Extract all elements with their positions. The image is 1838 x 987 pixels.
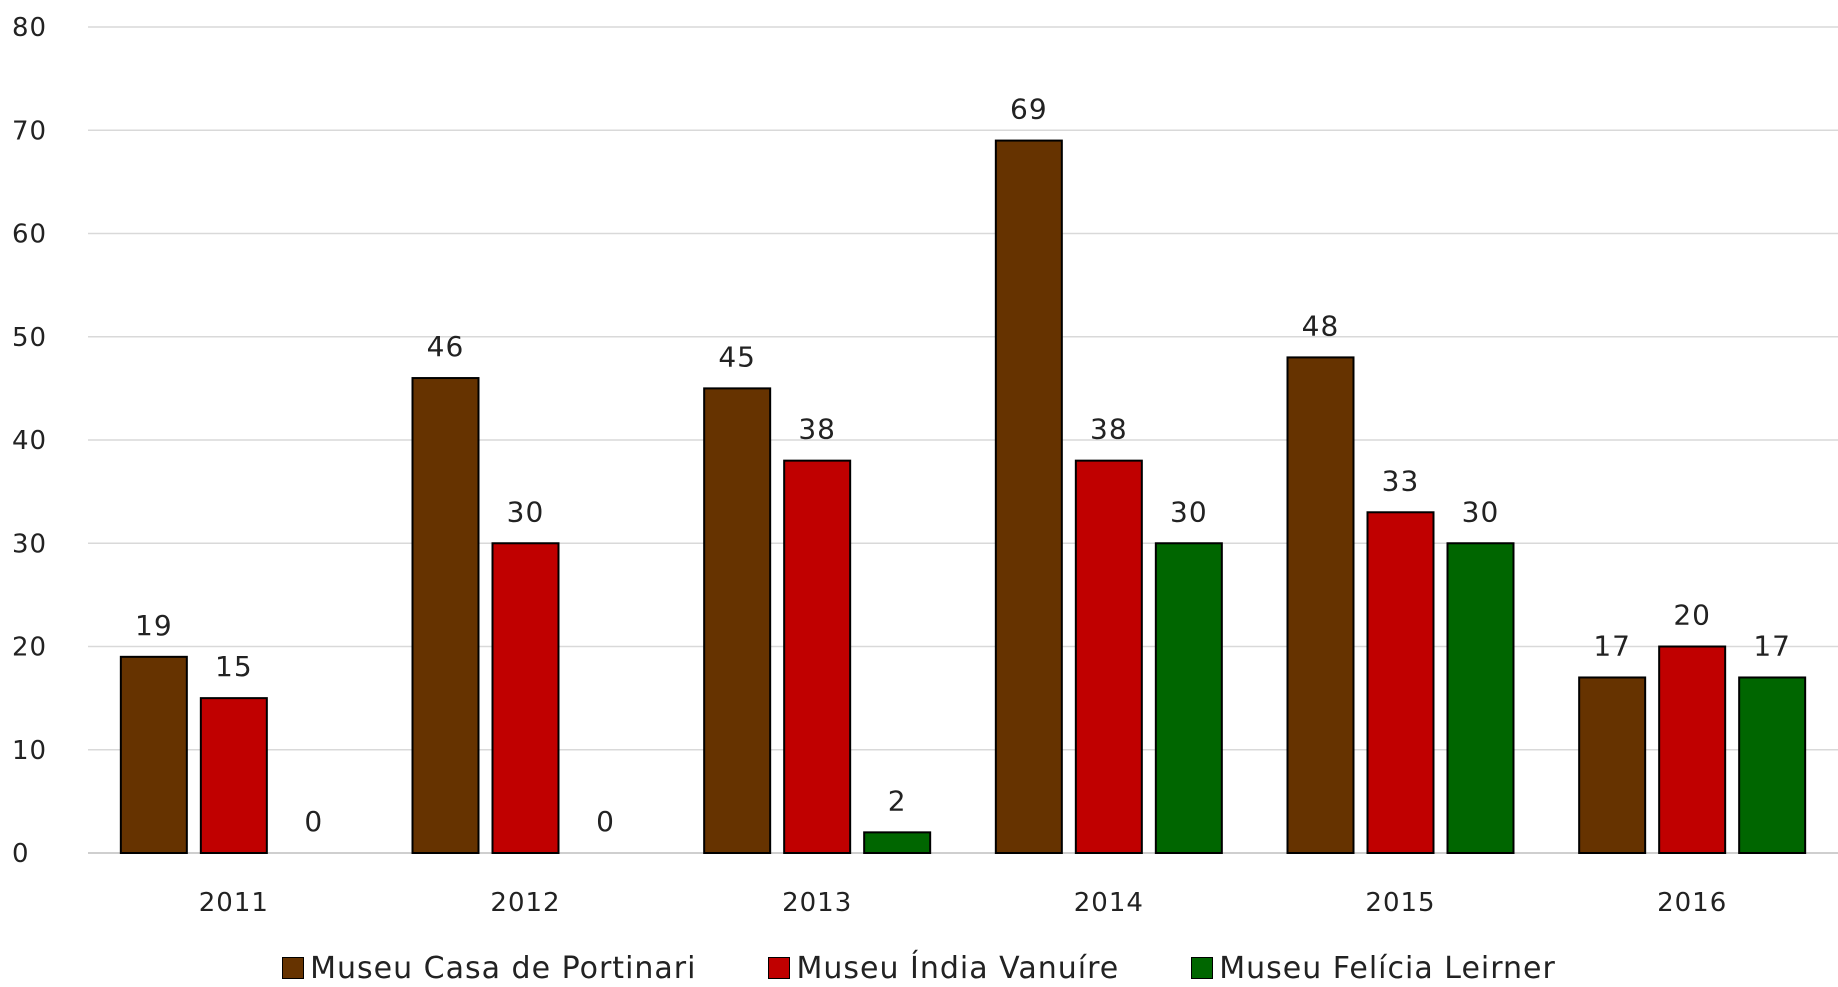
x-tick-label: 2014 [1074, 888, 1144, 918]
y-tick-label: 80 [12, 13, 47, 43]
legend-label: Museu Felícia Leirner [1219, 950, 1556, 986]
x-axis-ticks: 2011 2012 2013 2014 2015 2016 [199, 888, 1727, 918]
y-tick-label: 60 [12, 220, 47, 250]
bar-chart: 0 10 20 30 40 50 60 70 80 19 15 0 46 30 0 45 38 2 69 38 30 4… [12, 13, 1838, 918]
data-label: 2 [888, 784, 907, 817]
bar [1446, 542, 1515, 854]
y-tick-label: 10 [12, 736, 47, 766]
data-label: 38 [1090, 413, 1128, 446]
bar [994, 139, 1063, 854]
bar [703, 387, 772, 854]
bars [119, 139, 1807, 855]
x-tick-label: 2016 [1657, 888, 1727, 918]
legend-label: Museu Casa de Portinari [310, 950, 697, 986]
y-tick-label: 50 [12, 323, 47, 353]
data-label: 46 [427, 330, 465, 363]
data-label: 30 [507, 495, 545, 528]
y-tick-label: 70 [12, 116, 47, 146]
data-label: 19 [135, 609, 173, 642]
y-tick-label: 40 [12, 426, 47, 456]
x-tick-label: 2011 [199, 888, 269, 918]
bar [1074, 459, 1143, 854]
bar [1738, 676, 1807, 854]
y-tick-label: 30 [12, 529, 47, 559]
legend-swatch [1191, 957, 1214, 979]
data-label: 69 [1010, 93, 1048, 126]
bar [119, 655, 188, 855]
x-tick-label: 2012 [490, 888, 560, 918]
bar [783, 459, 852, 854]
bar [411, 377, 480, 854]
legend-swatch [282, 957, 305, 979]
y-tick-label: 0 [12, 839, 30, 869]
data-label: 20 [1673, 599, 1711, 632]
x-tick-label: 2015 [1365, 888, 1435, 918]
data-label: 33 [1382, 464, 1420, 497]
data-label: 45 [718, 340, 756, 373]
bar [491, 542, 560, 854]
data-label: 30 [1170, 495, 1208, 528]
legend-item-felicia-leirner: Museu Felícia Leirner [1191, 951, 1556, 986]
y-axis-ticks: 0 10 20 30 40 50 60 70 80 [12, 13, 47, 869]
gridlines [88, 26, 1838, 854]
bar [1286, 356, 1355, 854]
legend-label: Museu Índia Vanuíre [796, 950, 1120, 986]
bar [1578, 676, 1647, 854]
legend-item-india-vanuire: Museu Índia Vanuíre [768, 951, 1119, 986]
bar [1658, 645, 1727, 854]
data-label: 15 [215, 650, 253, 683]
data-label: 0 [304, 805, 323, 838]
x-tick-label: 2013 [782, 888, 852, 918]
data-label: 17 [1753, 629, 1791, 662]
bar [1366, 511, 1435, 855]
bar [1154, 542, 1223, 854]
legend-item-casa-portinari: Museu Casa de Portinari [282, 951, 696, 986]
data-label: 0 [596, 805, 615, 838]
bar [863, 831, 932, 854]
data-label: 48 [1302, 309, 1340, 342]
y-tick-label: 20 [12, 633, 47, 663]
data-labels: 19 15 0 46 30 0 45 38 2 69 38 30 48 33 30 17 20 17 [135, 93, 1791, 838]
data-label: 38 [798, 413, 836, 446]
data-label: 17 [1593, 629, 1631, 662]
legend: Museu Casa de Portinari Museu Índia Vanu… [0, 950, 1838, 986]
legend-swatch [768, 957, 791, 979]
bar [199, 697, 268, 854]
data-label: 30 [1462, 495, 1500, 528]
